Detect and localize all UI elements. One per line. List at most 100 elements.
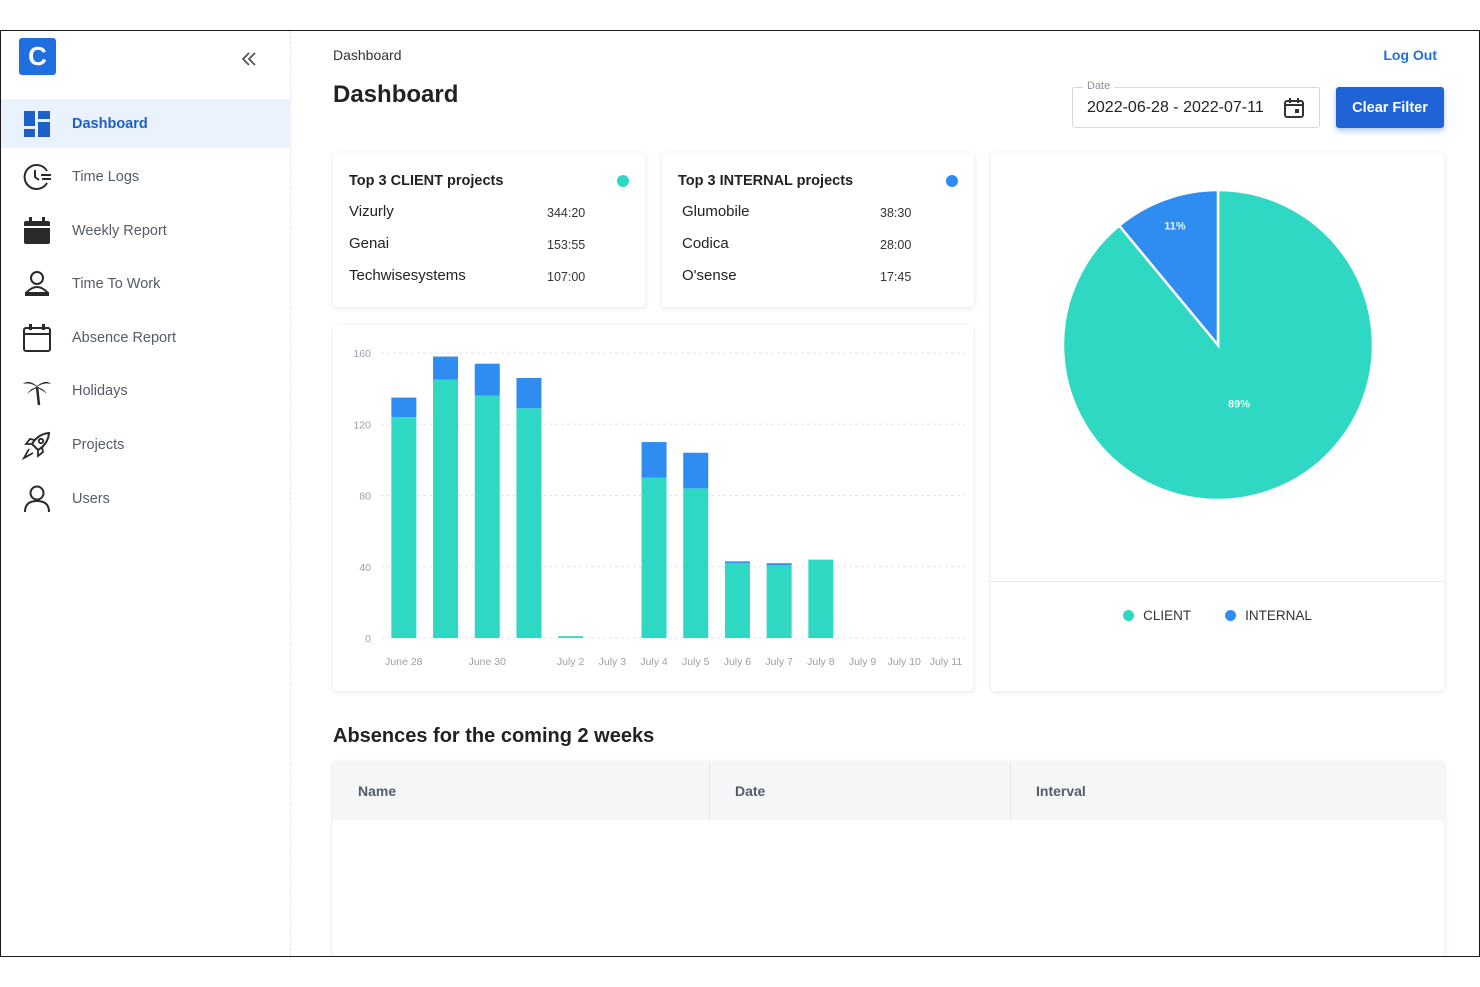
user-laptop-icon — [21, 268, 53, 300]
table-header: Name Date Interval — [333, 762, 1444, 820]
bar-client[interactable] — [683, 488, 709, 638]
pie-value-label: 89% — [1228, 398, 1250, 410]
sidebar-item-time-logs[interactable]: Time Logs — [1, 153, 291, 202]
sidebar-item-label: Dashboard — [72, 115, 148, 132]
bar-client[interactable] — [558, 636, 584, 638]
sidebar-item-users[interactable]: Users — [1, 474, 291, 523]
double-chevron-left-icon[interactable] — [239, 49, 259, 69]
sidebar-item-label: Time Logs — [72, 169, 140, 186]
x-tick-label: July 8 — [807, 656, 835, 668]
column-header-interval[interactable]: Interval — [1036, 783, 1086, 799]
project-time: 28:00 — [880, 238, 912, 252]
sidebar-item-dashboard[interactable]: Dashboard — [1, 99, 291, 148]
bar-internal[interactable] — [433, 356, 459, 380]
hours-bar-chart-card: 0 40 80 120 160 June 28 June 30 July 2 July 3 Jul… — [333, 325, 973, 691]
pie-slice-internal[interactable] — [1117, 188, 1220, 349]
y-tick-label: 0 — [365, 633, 371, 645]
bar-internal[interactable] — [391, 397, 417, 418]
sidebar-item-label: Holidays — [72, 383, 128, 400]
internal-status-dot — [946, 175, 958, 187]
x-tick-label: July 3 — [599, 656, 627, 668]
bar-client[interactable] — [516, 408, 542, 638]
bar-client[interactable] — [766, 564, 792, 638]
page-title: Dashboard — [333, 81, 459, 108]
x-tick-label: June 28 — [385, 656, 423, 668]
project-name: Genai — [349, 235, 390, 252]
sidebar-nav: Dashboard Time Logs Weekly Report Time T… — [1, 99, 291, 528]
project-type-pie-card: 11% 89% CLIENT INTERNAL — [991, 153, 1444, 691]
sidebar-item-label: Users — [72, 490, 110, 507]
date-range-value[interactable]: 2022-06-28 - 2022-07-11 — [1087, 99, 1264, 116]
bar-internal[interactable] — [683, 452, 709, 489]
list-item: Genai 153:55 — [349, 235, 589, 257]
project-name: Techwisesystems — [349, 267, 466, 284]
bar-internal[interactable] — [766, 563, 792, 565]
list-item: Vizurly 344:20 — [349, 203, 589, 225]
legend-swatch — [1225, 610, 1237, 621]
bar-internal[interactable] — [724, 561, 750, 564]
rocket-icon — [21, 429, 53, 461]
sidebar-item-holidays[interactable]: Holidays — [1, 367, 291, 416]
project-name: Codica — [682, 235, 729, 252]
project-time: 153:55 — [547, 238, 586, 252]
project-name: O'sense — [682, 267, 737, 284]
sidebar-item-projects[interactable]: Projects — [1, 421, 291, 470]
sidebar-item-absence-report[interactable]: Absence Report — [1, 313, 291, 362]
x-tick-label: July 2 — [557, 656, 585, 668]
absences-title: Absences for the coming 2 weeks — [333, 725, 655, 747]
divider — [991, 581, 1444, 582]
x-tick-label: June 30 — [469, 656, 507, 668]
sidebar-item-label: Projects — [72, 437, 125, 454]
x-tick-label: July 7 — [765, 656, 793, 668]
main-content: Dashboard Log Out Dashboard Date 2022-06… — [291, 31, 1479, 956]
column-header-name[interactable]: Name — [333, 762, 710, 820]
sidebar-item-label: Time To Work — [72, 276, 161, 293]
sidebar-item-label: Absence Report — [72, 329, 176, 346]
dashboard-icon — [21, 108, 53, 140]
pie-value-label: 11% — [1164, 220, 1186, 232]
calendar-outline-icon — [21, 322, 53, 354]
top-internal-projects-card: Top 3 INTERNAL projects Glumobile 38:30 … — [662, 153, 974, 307]
hours-bar-chart: 0 40 80 120 160 June 28 June 30 July 2 July 3 Jul… — [353, 348, 965, 668]
legend-item-internal[interactable]: INTERNAL — [1225, 608, 1312, 623]
user-icon — [21, 483, 53, 515]
y-tick-label: 40 — [359, 562, 371, 574]
project-type-pie-chart: 11% 89% — [1061, 188, 1375, 502]
y-tick-label: 160 — [353, 348, 371, 360]
top-client-projects-card: Top 3 CLIENT projects Vizurly 344:20 Gen… — [333, 153, 645, 307]
bar-internal[interactable] — [641, 442, 667, 478]
bar-client[interactable] — [724, 563, 750, 638]
list-item: O'sense 17:45 — [682, 267, 922, 289]
sidebar-item-time-to-work[interactable]: Time To Work — [1, 260, 291, 309]
clear-filter-button[interactable]: Clear Filter — [1336, 87, 1444, 128]
bar-client[interactable] — [433, 379, 459, 638]
calendar-icon[interactable] — [1283, 97, 1305, 119]
y-tick-label: 80 — [359, 491, 371, 503]
client-status-dot — [617, 175, 629, 187]
sidebar-item-label: Weekly Report — [72, 222, 167, 239]
y-tick-label: 120 — [353, 419, 371, 431]
app-window: C Dashboard Time Logs Weekly Re — [0, 30, 1480, 957]
project-time: 38:30 — [880, 206, 912, 220]
list-item: Codica 28:00 — [682, 235, 922, 257]
sidebar-item-weekly-report[interactable]: Weekly Report — [1, 206, 291, 255]
bar-internal[interactable] — [516, 377, 542, 409]
bar-client[interactable] — [808, 559, 834, 638]
list-item: Glumobile 38:30 — [682, 203, 922, 225]
card-title: Top 3 CLIENT projects — [349, 173, 504, 189]
logout-link[interactable]: Log Out — [1383, 47, 1437, 63]
column-header-date[interactable]: Date — [710, 762, 1011, 820]
bar-client[interactable] — [474, 395, 500, 638]
legend-item-client[interactable]: CLIENT — [1123, 608, 1191, 623]
project-time: 344:20 — [547, 206, 586, 220]
project-name: Glumobile — [682, 203, 750, 220]
bar-client[interactable] — [641, 477, 667, 638]
calendar-filled-icon — [21, 215, 53, 247]
project-name: Vizurly — [349, 203, 394, 220]
bar-internal[interactable] — [474, 363, 500, 396]
app-logo[interactable]: C — [19, 38, 56, 75]
x-tick-label: July 9 — [849, 656, 877, 668]
breadcrumb[interactable]: Dashboard — [333, 47, 402, 63]
bar-client[interactable] — [391, 417, 417, 638]
date-range-field[interactable]: Date 2022-06-28 - 2022-07-11 — [1072, 80, 1320, 128]
